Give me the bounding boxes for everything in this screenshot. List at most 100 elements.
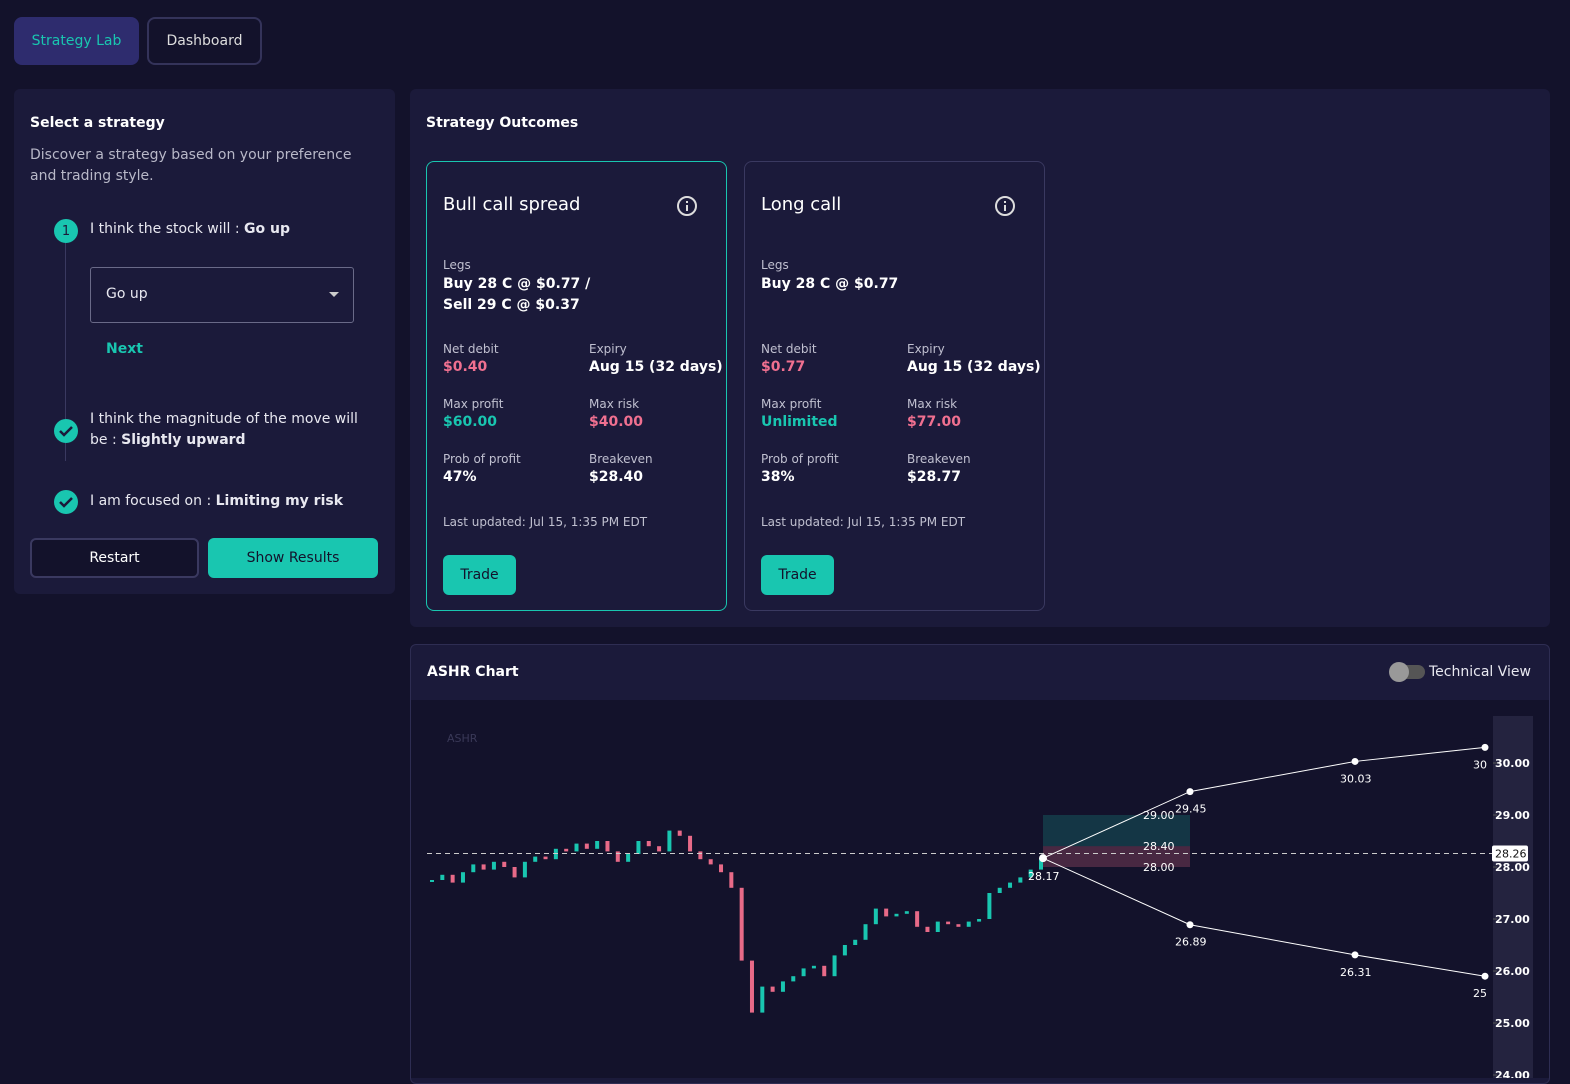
- prompt: I am focused on :: [90, 493, 212, 509]
- candle: [729, 872, 734, 888]
- wizard-panel: Select a strategy Discover a strategy ba…: [14, 89, 395, 594]
- prompt: I think the stock will :: [90, 221, 240, 237]
- field-label: Net debit: [761, 342, 817, 356]
- candle: [657, 846, 662, 852]
- field-label: Expiry: [589, 342, 627, 356]
- candle: [749, 960, 754, 1013]
- step: I think the stock will : Go up: [90, 221, 290, 237]
- y-tick-label: 27.00: [1495, 913, 1530, 926]
- candle: [780, 981, 785, 992]
- candle: [739, 887, 744, 961]
- leg: Sell 29 C @ $0.37: [443, 297, 580, 313]
- y-tick-label: 29.00: [1495, 809, 1530, 822]
- candle: [502, 861, 507, 867]
- level-label: 28.40: [1143, 840, 1175, 853]
- step: I am focused on : Limiting my risk: [90, 493, 343, 509]
- candle: [884, 908, 889, 917]
- profit-zone: [1043, 815, 1190, 847]
- candle: [1028, 869, 1033, 878]
- projection-point: [1351, 757, 1359, 765]
- projection-point: [1186, 788, 1194, 796]
- projection-label: 25: [1473, 987, 1487, 1000]
- title: Strategy Outcomes: [426, 115, 579, 131]
- field-value: $28.40: [589, 469, 644, 485]
- candle: [471, 864, 476, 873]
- tab[interactable]: Dashboard: [147, 17, 262, 65]
- candle: [574, 843, 579, 852]
- trade[interactable]: Trade: [443, 555, 516, 595]
- price-label: 28.26: [1495, 847, 1527, 860]
- chart-title: ASHR Chart: [427, 664, 519, 680]
- next[interactable]: Next: [106, 341, 143, 357]
- candle: [997, 887, 1002, 893]
- check: [54, 419, 78, 443]
- step-number: 1: [54, 219, 78, 243]
- info-icon[interactable]: [995, 196, 1015, 216]
- plot: 29.00 28.40 28.00 29.45 30.03 30 26.89 26.31 25 2…: [430, 743, 1489, 1013]
- candle: [533, 856, 538, 862]
- field-value: $60.00: [443, 414, 498, 430]
- candle: [646, 841, 651, 847]
- candle: [677, 830, 682, 836]
- candle: [553, 848, 558, 860]
- y-tick-label: 25.00: [1495, 1017, 1530, 1030]
- candle: [1039, 858, 1043, 870]
- y-tick-label: 24.00: [1495, 1069, 1530, 1078]
- candle: [460, 872, 465, 883]
- title: Select a strategy: [30, 115, 165, 131]
- candle: [987, 893, 992, 919]
- candle: [904, 911, 909, 914]
- field-label: Breakeven: [589, 452, 653, 466]
- caret: [329, 292, 339, 302]
- candle: [615, 851, 620, 862]
- info-icon[interactable]: [677, 196, 697, 216]
- field-value: $40.00: [589, 414, 644, 430]
- field-value: 47%: [443, 469, 477, 485]
- candle: [1018, 877, 1023, 883]
- toggle[interactable]: [1389, 662, 1425, 682]
- legs-label: Legs: [443, 258, 471, 272]
- candle: [853, 939, 858, 945]
- candle: [512, 867, 517, 878]
- level-label: 28.00: [1143, 861, 1175, 874]
- field-value: Unlimited: [761, 414, 838, 430]
- projection-label: 30: [1473, 758, 1487, 771]
- candle: [956, 924, 961, 927]
- chart: ASHR 29.00 28.40 28.00 29.45 30.03 30 26.89 26.…: [411, 700, 1549, 1078]
- card-title: Bull call spread: [443, 194, 581, 215]
- candle: [894, 913, 899, 917]
- candle: [977, 919, 982, 922]
- price-tag: [1492, 845, 1528, 862]
- candle: [873, 908, 878, 925]
- field-label: Max risk: [907, 397, 958, 411]
- field-label: Max risk: [589, 397, 640, 411]
- candle: [811, 965, 816, 969]
- y-tick-label: 28.00: [1495, 861, 1530, 874]
- field-value: $0.40: [443, 359, 488, 375]
- candle: [842, 945, 847, 956]
- field-label: Prob of profit: [761, 452, 839, 466]
- trade[interactable]: Trade: [761, 555, 834, 595]
- projection-line: [1042, 857, 1486, 977]
- leg: Buy 28 C @ $0.77 /: [443, 276, 591, 292]
- candle: [688, 835, 693, 852]
- field-label: Prob of profit: [443, 452, 521, 466]
- candle: [440, 874, 445, 880]
- field-label: Expiry: [907, 342, 945, 356]
- candle: [605, 841, 610, 852]
- restart[interactable]: Restart: [30, 538, 199, 578]
- projection-label: 28.17: [1028, 870, 1060, 883]
- dropdown[interactable]: Go up: [90, 267, 354, 323]
- answer: Limiting my risk: [215, 493, 344, 509]
- level-label: 29.00: [1143, 809, 1175, 822]
- updated: Last updated: Jul 15, 1:35 PM EDT: [443, 515, 648, 529]
- candle: [925, 926, 930, 932]
- show-results[interactable]: Show Results: [208, 538, 378, 578]
- projection-label: 26.89: [1175, 936, 1207, 949]
- tab[interactable]: Strategy Lab: [14, 17, 139, 65]
- candle: [708, 859, 713, 865]
- strategy-card: Bull call spread Legs Buy 28 C @ $0.77 / Se…: [426, 161, 727, 611]
- candle: [966, 921, 971, 927]
- candle: [719, 864, 724, 873]
